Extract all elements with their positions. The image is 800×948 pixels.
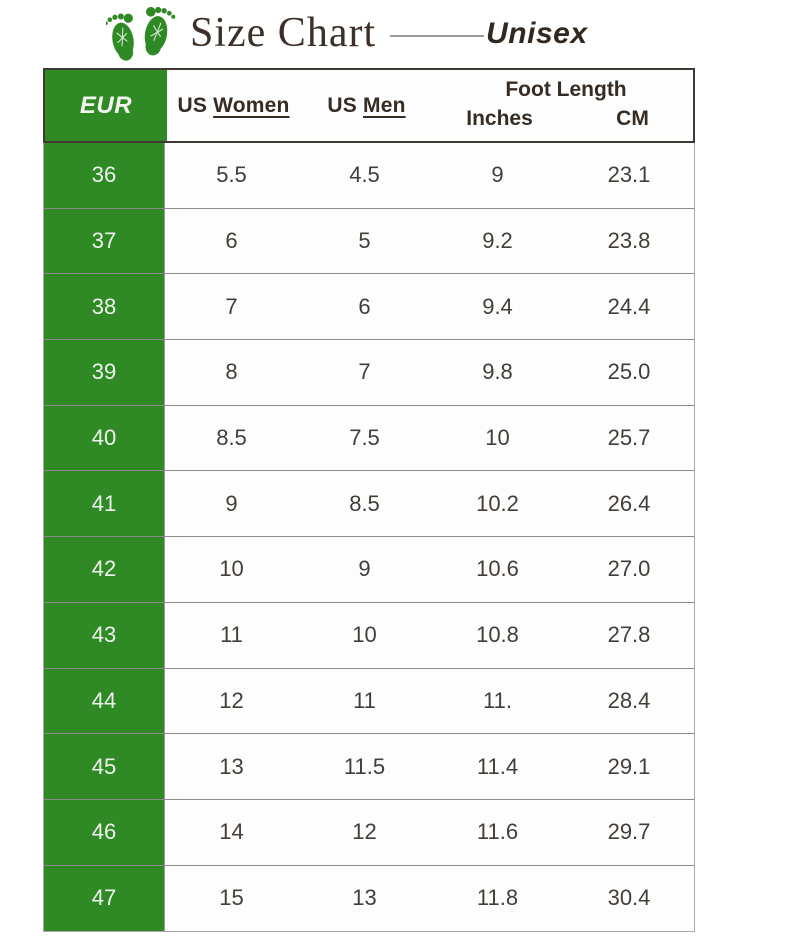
us-women-cell: 11 (220, 622, 243, 648)
eur-column-header: EUR (45, 70, 167, 141)
inches-cell: 10 (485, 425, 510, 451)
title-divider-line (390, 35, 485, 37)
us-women-cell: 14 (219, 819, 244, 845)
page-subtitle: Unisex (486, 17, 588, 50)
table-row: 44 12 11 11. 28.4 (44, 668, 694, 735)
us-men-cell: 5 (358, 228, 371, 254)
us-men-cell: 12 (352, 819, 377, 845)
inches-cell: 10.6 (476, 556, 519, 582)
inches-cell: 9 (491, 162, 504, 188)
inches-cell: 9.2 (482, 228, 513, 254)
cm-cell: 24.4 (607, 293, 651, 319)
us-women-column-header: US Women (167, 70, 300, 141)
table-row: 41 9 8.5 10.2 26.4 (44, 471, 694, 538)
cm-cell: 26.4 (607, 490, 651, 516)
table-row: 36 5.5 4.5 9 23.1 (44, 143, 694, 209)
page-header: Size Chart Unisex (106, 2, 588, 64)
us-men-column-header: US Men (300, 70, 433, 141)
table-row: 46 14 12 11.6 29.7 (44, 799, 694, 866)
eur-size-cell: 46 (44, 799, 165, 865)
eur-size-cell: 43 (44, 602, 165, 668)
us-men-cell: 11 (353, 687, 376, 713)
us-men-cell: 11.5 (343, 753, 386, 779)
inches-cell: 9.4 (482, 293, 513, 319)
table-row: 40 8.5 7.5 10 25.7 (44, 405, 694, 472)
cm-cell: 23.1 (607, 162, 651, 188)
table-body: 36 5.5 4.5 9 23.1 37 6 5 9.2 23.8 38 7 6… (43, 143, 695, 933)
us-men-cell: 7 (358, 359, 371, 385)
inches-cell: 11. (483, 687, 512, 713)
cm-cell: 30.4 (607, 885, 651, 911)
inches-cell: 10.2 (476, 490, 519, 516)
us-men-cell: 10 (352, 622, 377, 648)
cm-cell: 28.4 (607, 687, 651, 713)
eur-size-cell: 41 (44, 471, 165, 537)
cm-cell: 29.1 (607, 753, 651, 779)
us-women-cell: 10 (219, 556, 244, 582)
us-women-cell: 9 (225, 490, 238, 516)
us-men-cell: 6 (358, 293, 371, 319)
cm-cell: 25.7 (607, 425, 651, 451)
cm-column-header: CM (616, 106, 649, 130)
us-men-cell: 9 (358, 556, 371, 582)
us-men-cell: 8.5 (349, 490, 380, 516)
cm-cell: 25.0 (607, 359, 651, 385)
cm-cell: 27.0 (607, 556, 651, 582)
eur-size-cell: 42 (44, 537, 165, 602)
inches-cell: 9.8 (482, 359, 513, 385)
us-men-prefix: US (327, 93, 357, 117)
cm-cell: 27.8 (607, 622, 651, 648)
us-women-cell: 7 (225, 293, 238, 319)
us-women-cell: 13 (219, 753, 244, 779)
us-women-cell: 12 (219, 687, 244, 713)
us-women-cell: 8 (225, 359, 238, 385)
table-row: 42 10 9 10.6 27.0 (44, 537, 694, 603)
eur-size-cell: 38 (44, 274, 165, 340)
us-men-underlined: Men (363, 93, 406, 117)
inches-cell: 11.6 (476, 819, 519, 845)
size-chart-table: EUR US Women US Men Foot Length Inches C… (43, 68, 695, 933)
us-women-cell: 6 (225, 228, 238, 254)
foot-length-subheaders: Inches CM (433, 107, 699, 131)
inches-column-header: Inches (466, 106, 533, 130)
eur-size-cell: 45 (44, 734, 165, 799)
eur-size-cell: 39 (44, 340, 165, 405)
baby-footprints-icon (106, 6, 176, 61)
eur-size-cell: 47 (44, 865, 165, 932)
table-row: 39 8 7 9.8 25.0 (44, 340, 694, 406)
us-women-cell: 5.5 (216, 162, 247, 188)
us-women-cell: 15 (219, 885, 244, 911)
inches-cell: 10.8 (476, 622, 519, 648)
page-title: Size Chart (190, 10, 377, 56)
foot-length-column-group: Foot Length Inches CM (433, 70, 699, 141)
inches-cell: 11.8 (476, 885, 519, 911)
us-men-cell: 13 (352, 885, 377, 911)
us-men-cell: 4.5 (349, 162, 380, 188)
table-header-row: EUR US Women US Men Foot Length Inches C… (43, 68, 695, 143)
table-row: 45 13 11.5 11.4 29.1 (44, 734, 694, 800)
table-row: 38 7 6 9.4 24.4 (44, 274, 694, 341)
eur-size-cell: 36 (44, 143, 165, 208)
foot-length-header: Foot Length (505, 78, 627, 102)
inches-cell: 11.4 (476, 753, 519, 779)
table-row: 43 11 10 10.8 27.8 (44, 602, 694, 669)
cm-cell: 23.8 (607, 228, 651, 254)
eur-size-cell: 44 (44, 668, 165, 734)
eur-size-cell: 37 (44, 208, 165, 274)
table-row: 37 6 5 9.2 23.8 (44, 208, 694, 275)
us-men-cell: 7.5 (349, 425, 380, 451)
table-row: 47 15 13 11.8 30.4 (44, 865, 694, 932)
eur-size-cell: 40 (44, 405, 165, 471)
us-women-cell: 8.5 (216, 425, 247, 451)
us-women-underlined: Women (213, 93, 290, 117)
us-women-prefix: US (177, 93, 208, 117)
cm-cell: 29.7 (607, 819, 651, 845)
